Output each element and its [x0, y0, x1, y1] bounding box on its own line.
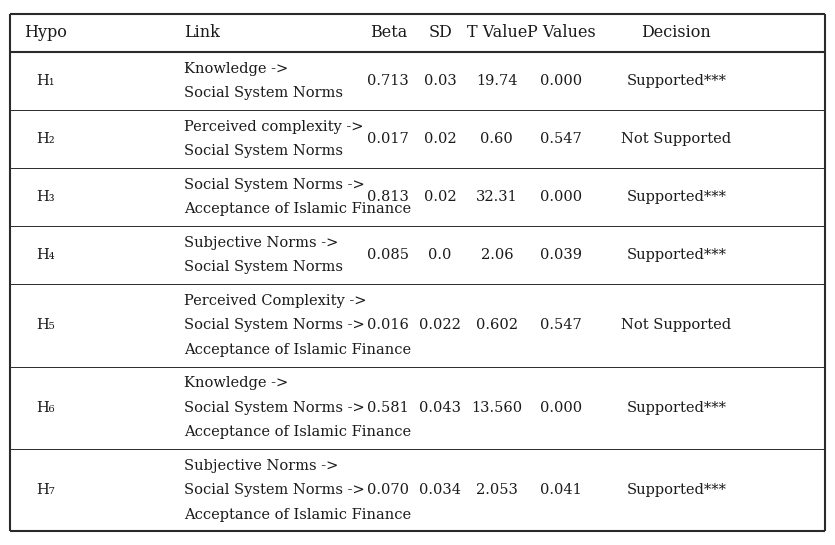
Text: 0.581: 0.581: [367, 401, 409, 415]
Text: H₆: H₆: [37, 401, 55, 415]
Text: Subjective Norms ->: Subjective Norms ->: [184, 236, 338, 250]
Text: 0.813: 0.813: [367, 190, 409, 204]
Text: 19.74: 19.74: [476, 74, 518, 88]
Text: Acceptance of Islamic Finance: Acceptance of Islamic Finance: [184, 202, 411, 216]
Text: 0.043: 0.043: [419, 401, 461, 415]
Text: Hypo: Hypo: [24, 25, 68, 41]
Text: 0.000: 0.000: [540, 401, 582, 415]
Text: Knowledge ->: Knowledge ->: [184, 377, 288, 390]
Text: 2.053: 2.053: [476, 483, 518, 497]
Text: Decision: Decision: [641, 25, 711, 41]
Text: P Values: P Values: [527, 25, 595, 41]
Text: Acceptance of Islamic Finance: Acceptance of Islamic Finance: [184, 343, 411, 357]
Text: 0.713: 0.713: [367, 74, 409, 88]
Text: 0.017: 0.017: [367, 132, 409, 146]
Text: Social System Norms: Social System Norms: [184, 144, 342, 159]
Text: 0.070: 0.070: [367, 483, 409, 497]
Text: SD: SD: [428, 25, 452, 41]
Text: Supported***: Supported***: [626, 483, 726, 497]
Text: Social System Norms ->: Social System Norms ->: [184, 483, 364, 497]
Text: 0.000: 0.000: [540, 190, 582, 204]
Text: Acceptance of Islamic Finance: Acceptance of Islamic Finance: [184, 425, 411, 439]
Text: 0.602: 0.602: [476, 318, 518, 332]
Text: 0.02: 0.02: [423, 190, 457, 204]
Text: 0.016: 0.016: [367, 318, 409, 332]
Text: Supported***: Supported***: [626, 401, 726, 415]
Text: 0.022: 0.022: [419, 318, 461, 332]
Text: 0.039: 0.039: [540, 248, 582, 262]
Text: Social System Norms ->: Social System Norms ->: [184, 318, 364, 332]
Text: Social System Norms ->: Social System Norms ->: [184, 178, 364, 192]
Text: H₃: H₃: [37, 190, 55, 204]
Text: 0.041: 0.041: [540, 483, 582, 497]
Text: 0.60: 0.60: [480, 132, 514, 146]
Text: 0.547: 0.547: [540, 318, 582, 332]
Text: H₇: H₇: [37, 483, 55, 497]
Text: 0.0: 0.0: [428, 248, 452, 262]
Text: 32.31: 32.31: [476, 190, 518, 204]
Text: Supported***: Supported***: [626, 74, 726, 88]
Text: Social System Norms: Social System Norms: [184, 261, 342, 275]
Text: 0.03: 0.03: [423, 74, 457, 88]
Text: 0.034: 0.034: [419, 483, 461, 497]
Text: Acceptance of Islamic Finance: Acceptance of Islamic Finance: [184, 507, 411, 522]
Text: Supported***: Supported***: [626, 248, 726, 262]
Text: 0.02: 0.02: [423, 132, 457, 146]
Text: T Value: T Value: [467, 25, 527, 41]
Text: Social System Norms ->: Social System Norms ->: [184, 401, 364, 415]
Text: Not Supported: Not Supported: [621, 132, 731, 146]
Text: Subjective Norms ->: Subjective Norms ->: [184, 459, 338, 473]
Text: Perceived complexity ->: Perceived complexity ->: [184, 120, 363, 134]
Text: H₂: H₂: [37, 132, 55, 146]
Text: 13.560: 13.560: [471, 401, 523, 415]
Text: Supported***: Supported***: [626, 190, 726, 204]
Text: 0.000: 0.000: [540, 74, 582, 88]
Text: H₁: H₁: [37, 74, 55, 88]
Text: 0.547: 0.547: [540, 132, 582, 146]
Text: Knowledge ->: Knowledge ->: [184, 62, 288, 76]
Text: Perceived Complexity ->: Perceived Complexity ->: [184, 294, 367, 308]
Text: 2.06: 2.06: [480, 248, 514, 262]
Text: H₄: H₄: [37, 248, 55, 262]
Text: Link: Link: [184, 25, 220, 41]
Text: 0.085: 0.085: [367, 248, 409, 262]
Text: Beta: Beta: [370, 25, 407, 41]
Text: Social System Norms: Social System Norms: [184, 87, 342, 100]
Text: Not Supported: Not Supported: [621, 318, 731, 332]
Text: H₅: H₅: [37, 318, 55, 332]
